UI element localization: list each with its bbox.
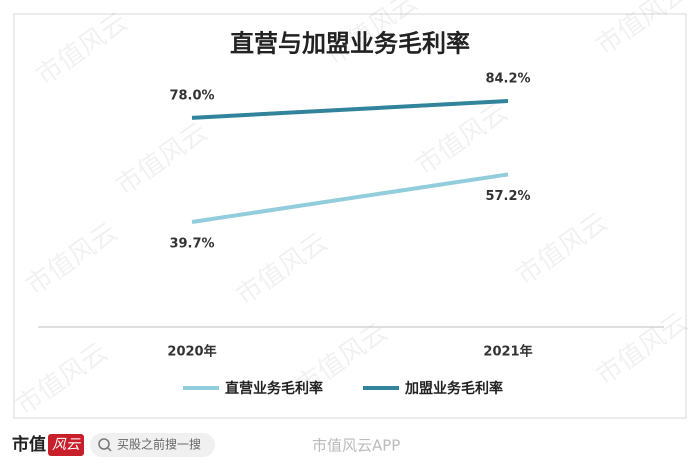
chart-title: 直营与加盟业务毛利率	[230, 29, 470, 58]
data-label: 84.2%	[485, 71, 530, 86]
search-icon	[107, 447, 112, 452]
series-line	[191, 98, 509, 120]
series-line	[191, 172, 509, 224]
search-icon	[98, 438, 110, 450]
search-placeholder: 买股之前搜一搜	[117, 437, 201, 452]
data-label: 39.7%	[169, 237, 214, 252]
logo-badge	[48, 434, 84, 456]
logo-badge-text: 风云	[52, 437, 81, 453]
data-label: 78.0%	[169, 88, 214, 103]
x-tick-label: 2020年	[167, 344, 216, 360]
weibo-watermark: 市值风云APP	[312, 437, 400, 455]
legend: 直营业务毛利率 加盟业务毛利率	[183, 380, 503, 397]
logo-text: 市值	[12, 434, 46, 455]
chart-frame	[13, 13, 687, 419]
data-label: 57.2%	[485, 189, 530, 204]
legend-label: 直营业务毛利率	[225, 380, 323, 397]
search-box[interactable]	[90, 433, 215, 457]
legend-label: 加盟业务毛利率	[404, 380, 503, 397]
plot: 2020年 2021年 39.7% 57.2% 78.0% 84.2%	[167, 71, 532, 359]
x-tick-label: 2021年	[483, 344, 532, 360]
